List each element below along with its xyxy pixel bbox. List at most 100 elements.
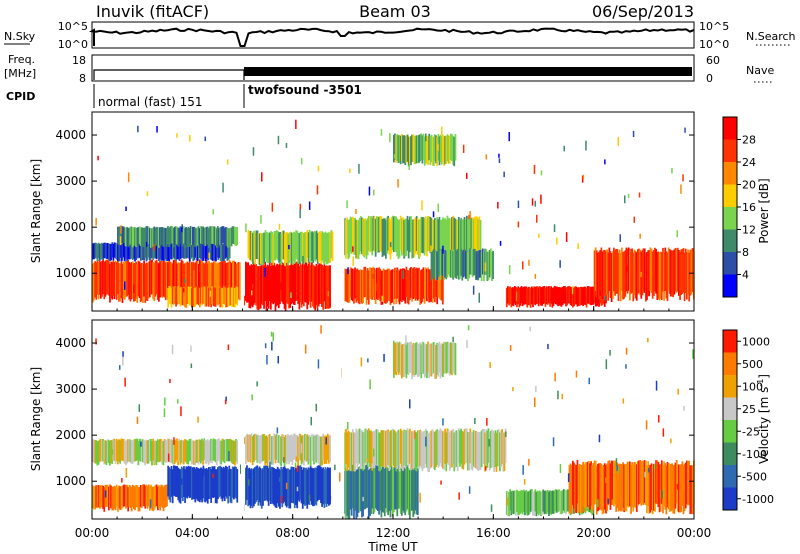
power-echo-cell (188, 227, 191, 247)
velocity-scatter-cell (124, 377, 126, 387)
power-ytick-label: 3000 (55, 174, 86, 188)
velocity-echo-cell (480, 430, 483, 468)
velocity-echo-cell (356, 431, 359, 469)
velocity-echo-cell (349, 432, 352, 472)
velocity-echo-cell (197, 440, 200, 465)
power-echo-cell (171, 243, 174, 259)
power-echo-cell (459, 220, 461, 260)
velocity-echo-cell (413, 343, 416, 377)
velocity-echo-cell (247, 468, 250, 507)
power-echo-cell (289, 265, 292, 308)
velocity-echo-cell (169, 468, 172, 503)
power-echo-cell (150, 259, 152, 295)
power-echo-cell (419, 219, 421, 257)
power-echo-cell (199, 288, 201, 308)
velocity-scatter-cell (296, 465, 299, 472)
power-echo-cell (606, 249, 608, 295)
velocity-echo-cell (305, 434, 308, 462)
velocity-echo-cell (267, 468, 270, 506)
velocity-echo-cell (154, 440, 157, 464)
velocity-colorbar-tick-label: -25 (742, 425, 760, 438)
power-echo-cell (216, 263, 218, 302)
power-echo-cell (120, 244, 123, 262)
velocity-echo-cell (462, 431, 465, 470)
velocity-echo-cell (134, 486, 136, 511)
power-echo-cell (402, 217, 404, 254)
velocity-echo-cell (235, 439, 237, 462)
power-echo-cell (671, 250, 673, 297)
velocity-echo-cell (196, 439, 199, 463)
velocity-echo-cell (479, 431, 482, 470)
power-echo-cell (225, 227, 227, 246)
velocity-echo-cell (396, 468, 399, 517)
velocity-echo-cell (402, 432, 404, 471)
velocity-echo-cell (194, 440, 197, 466)
velocity-scatter-cell (645, 420, 648, 430)
velocity-echo-cell (314, 434, 317, 462)
power-echo-cell (549, 287, 551, 307)
power-scatter-cell (534, 273, 537, 279)
velocity-scatter-cell (617, 466, 619, 474)
velocity-echo-cell (488, 432, 491, 471)
velocity-echo-cell (328, 435, 330, 464)
velocity-scatter-cell (347, 422, 349, 430)
power-echo-cell (657, 251, 660, 299)
power-echo-cell (283, 233, 286, 266)
power-echo-cell (624, 250, 627, 297)
velocity-echo-cell (588, 461, 590, 506)
velocity-scatter-cell (256, 381, 258, 387)
power-echo-cell (617, 252, 620, 301)
velocity-echo-cell (369, 468, 371, 517)
power-echo-cell (595, 250, 598, 297)
velocity-echo-cell (157, 439, 160, 463)
freq-left-tick-bottom: 8 (79, 72, 86, 85)
velocity-echo-cell (605, 465, 607, 514)
power-colorbar-swatch (723, 274, 737, 298)
power-echo-cell (214, 243, 216, 261)
power-echo-cell (638, 248, 640, 293)
velocity-echo-cell (629, 461, 631, 507)
power-echo-cell (448, 135, 451, 164)
power-echo-cell (631, 248, 634, 293)
power-echo-cell (220, 260, 223, 296)
velocity-echo-cell (402, 344, 404, 378)
power-scatter-cell (280, 282, 282, 291)
velocity-scatter-cell (304, 344, 307, 354)
velocity-echo-cell (423, 430, 426, 468)
velocity-echo-cell (670, 464, 672, 512)
power-echo-cell (276, 263, 279, 305)
power-echo-cell (355, 269, 358, 303)
power-echo-cell (491, 251, 493, 281)
velocity-echo-cell (121, 438, 124, 461)
power-echo-cell (228, 228, 231, 248)
power-scatter-cell (619, 234, 621, 242)
velocity-echo-cell (383, 468, 386, 517)
power-echo-cell (388, 268, 391, 302)
power-echo-cell (102, 259, 104, 295)
power-echo-cell (209, 262, 212, 301)
power-echo-cell (398, 270, 401, 305)
power-echo-cell (118, 226, 120, 245)
power-echo-cell (439, 268, 442, 300)
power-echo-cell (160, 260, 163, 297)
velocity-scatter-cell (442, 418, 444, 426)
velocity-echo-cell (505, 491, 508, 515)
velocity-echo-cell (288, 469, 290, 509)
power-scatter-cell (671, 167, 673, 174)
velocity-echo-cell (92, 439, 94, 462)
velocity-scatter-cell (240, 464, 242, 474)
power-echo-cell (450, 250, 452, 278)
power-echo-cell (166, 244, 168, 261)
power-echo-cell (621, 247, 623, 292)
power-echo-cell (311, 231, 313, 261)
power-echo-cell (298, 232, 301, 264)
velocity-echo-cell (394, 465, 396, 510)
power-scatter-cell (624, 276, 626, 284)
velocity-scatter-cell (308, 494, 311, 502)
velocity-scatter-cell (373, 448, 375, 457)
power-echo-cell (402, 268, 404, 301)
power-echo-cell (326, 265, 329, 309)
power-echo-cell (393, 134, 395, 163)
velocity-scatter-cell (625, 347, 628, 355)
velocity-echo-cell (416, 430, 419, 467)
